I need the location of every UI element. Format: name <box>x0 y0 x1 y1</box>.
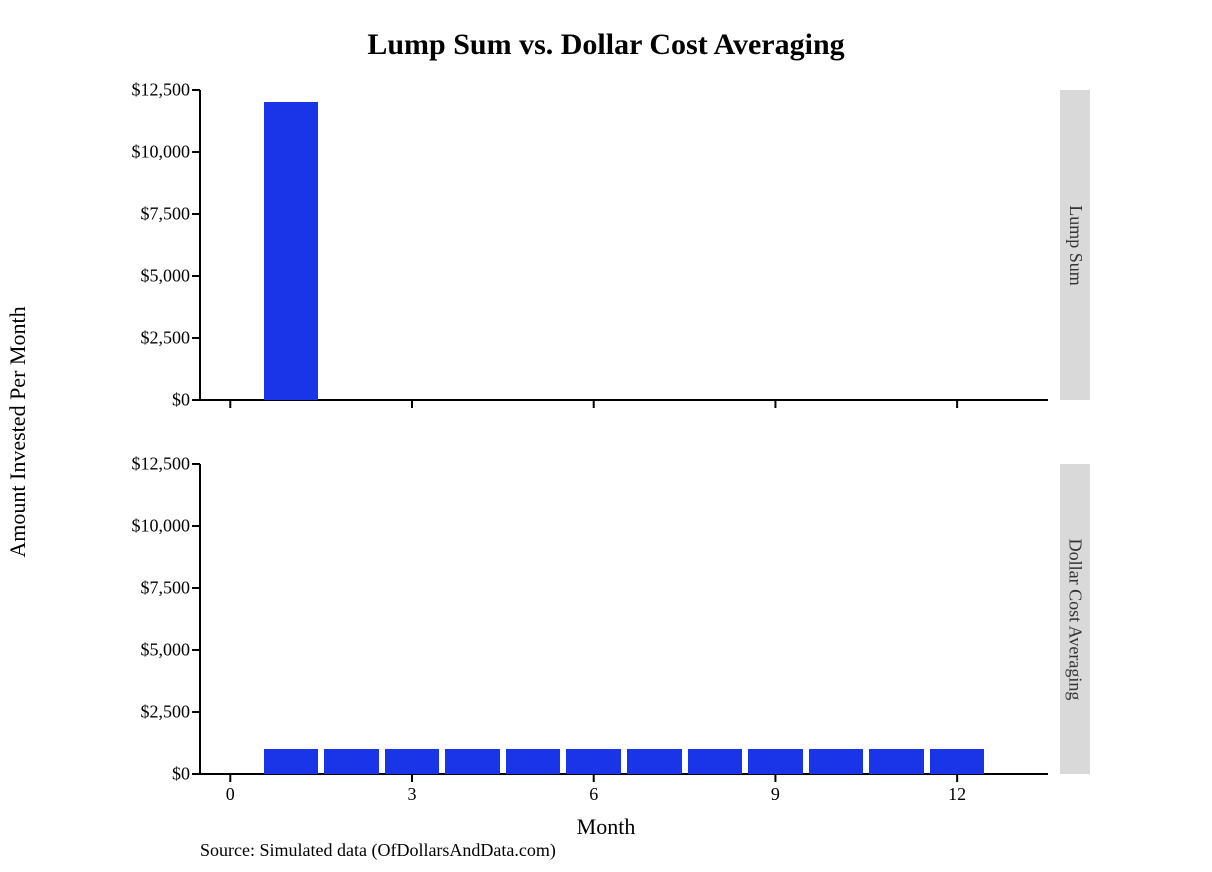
panel-lump-sum: $0$2,500$5,000$7,500$10,000$12,500 <box>200 90 1048 400</box>
bar <box>627 749 682 774</box>
facet-strip-label: Lump Sum <box>1065 205 1086 286</box>
x-tick-label: 12 <box>948 774 966 805</box>
x-tick-label: 3 <box>408 774 417 805</box>
bar <box>930 749 985 774</box>
y-tick-label: $5,000 <box>141 266 201 287</box>
y-tick-label: $0 <box>172 764 200 785</box>
bar <box>506 749 561 774</box>
bar <box>688 749 743 774</box>
x-tick-label: 9 <box>771 774 780 805</box>
y-tick-label: $10,000 <box>132 142 201 163</box>
y-tick-label: $5,000 <box>141 640 201 661</box>
panel-dollar-cost-averaging: $0$2,500$5,000$7,500$10,000$12,500036912 <box>200 464 1048 774</box>
chart-container: Lump Sum vs. Dollar Cost Averaging Amoun… <box>0 0 1212 872</box>
y-axis-label: Amount Invested Per Month <box>5 306 31 557</box>
facet-strip-label: Dollar Cost Averaging <box>1065 538 1086 700</box>
y-tick-label: $7,500 <box>141 578 201 599</box>
chart-title: Lump Sum vs. Dollar Cost Averaging <box>0 28 1212 62</box>
bar <box>445 749 500 774</box>
y-tick-label: $10,000 <box>132 516 201 537</box>
bar <box>264 102 319 400</box>
bar <box>809 749 864 774</box>
bar <box>324 749 379 774</box>
x-tick-label: 0 <box>226 774 235 805</box>
axes <box>192 90 1056 416</box>
bar <box>869 749 924 774</box>
x-axis-label: Month <box>0 814 1212 840</box>
x-tick-label: 6 <box>589 774 598 805</box>
bar <box>566 749 621 774</box>
bar <box>264 749 319 774</box>
y-tick-label: $12,500 <box>132 454 201 475</box>
y-tick-label: $2,500 <box>141 328 201 349</box>
facet-strip-dollar-cost-averaging: Dollar Cost Averaging <box>1060 464 1090 774</box>
axes <box>192 464 1056 790</box>
y-tick-label: $12,500 <box>132 80 201 101</box>
facet-strip-lump-sum: Lump Sum <box>1060 90 1090 400</box>
y-tick-label: $2,500 <box>141 702 201 723</box>
bar <box>748 749 803 774</box>
source-caption: Source: Simulated data (OfDollarsAndData… <box>200 840 556 861</box>
y-tick-label: $0 <box>172 390 200 411</box>
bar <box>385 749 440 774</box>
y-tick-label: $7,500 <box>141 204 201 225</box>
